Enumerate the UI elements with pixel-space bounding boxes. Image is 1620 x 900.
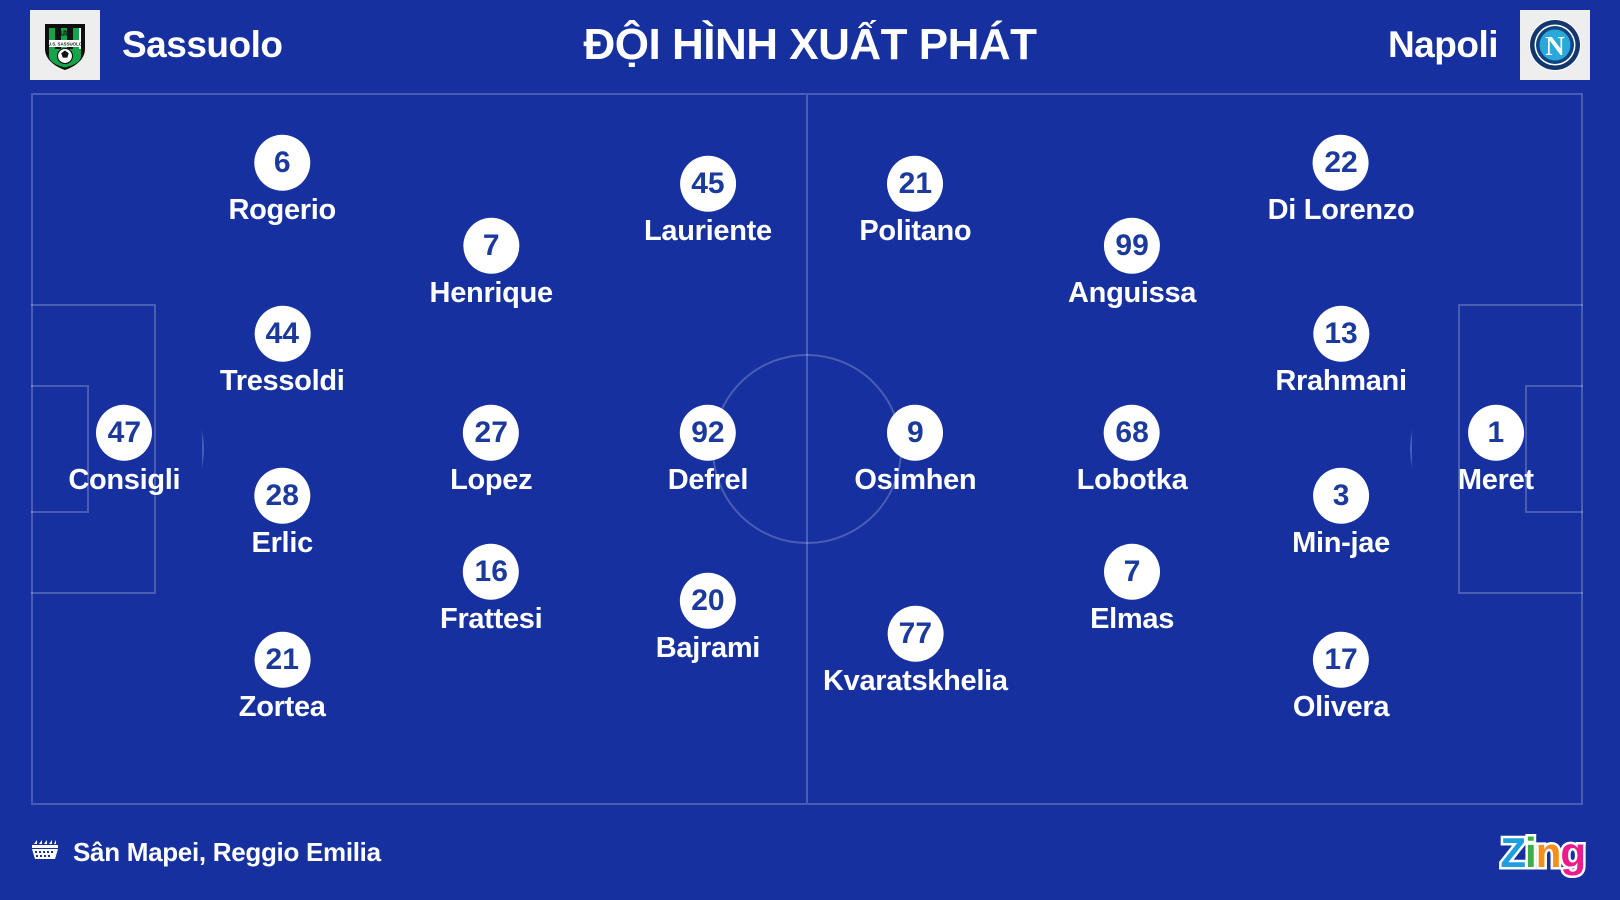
- player-number: 22: [1313, 134, 1370, 191]
- player-number: 45: [679, 155, 736, 212]
- player-name: Kvaratskhelia: [823, 664, 1008, 697]
- player-marker[interactable]: 7 Elmas: [1090, 543, 1175, 635]
- away-team-name: Napoli: [1387, 24, 1499, 65]
- sassuolo-crest-icon: U.S. SASSUOLO: [30, 10, 100, 80]
- svg-text:U.S. SASSUOLO: U.S. SASSUOLO: [48, 42, 83, 47]
- penalty-arc-left: [156, 389, 204, 509]
- goal-box-right: [1525, 385, 1583, 513]
- player-number: 47: [96, 405, 153, 462]
- player-name: Consigli: [68, 464, 181, 497]
- player-marker[interactable]: 1 Meret: [1457, 405, 1534, 497]
- player-marker[interactable]: 99 Anguissa: [1068, 217, 1197, 309]
- player-number: 92: [679, 405, 736, 462]
- zing-logo: Zing: [1498, 828, 1589, 876]
- zing-letter-n: n: [1533, 828, 1564, 876]
- player-marker[interactable]: 17 Olivera: [1292, 631, 1390, 723]
- player-name: Erlic: [251, 526, 314, 559]
- player-number: 44: [254, 305, 311, 362]
- penalty-arc-right: [1410, 389, 1458, 509]
- player-name: Tressoldi: [219, 364, 345, 397]
- player-number: 99: [1104, 217, 1161, 274]
- player-name: Rogerio: [228, 193, 336, 226]
- player-marker[interactable]: 92 Defrel: [667, 405, 749, 497]
- player-marker[interactable]: 47 Consigli: [68, 405, 181, 497]
- player-name: Lobotka: [1076, 464, 1188, 497]
- player-name: Lauriente: [644, 214, 772, 247]
- player-name: Osimhen: [854, 464, 977, 497]
- player-name: Meret: [1457, 464, 1534, 497]
- player-marker[interactable]: 3 Min-jae: [1292, 467, 1390, 559]
- player-number: 1: [1467, 405, 1524, 462]
- header-bar: U.S. SASSUOLO Sassuolo Napoli N ĐỘI HÌNH…: [0, 0, 1620, 90]
- player-marker[interactable]: 68 Lobotka: [1076, 405, 1188, 497]
- player-number: 13: [1313, 305, 1370, 362]
- player-number: 16: [463, 543, 520, 600]
- goal-box-left: [31, 385, 89, 513]
- player-name: Di Lorenzo: [1267, 193, 1415, 226]
- player-number: 9: [887, 405, 944, 462]
- player-name: Frattesi: [440, 602, 543, 635]
- player-name: Olivera: [1292, 690, 1390, 723]
- player-marker[interactable]: 77 Kvaratskhelia: [823, 605, 1008, 697]
- player-name: Henrique: [429, 276, 554, 309]
- player-name: Bajrami: [655, 631, 761, 664]
- player-number: 7: [1104, 543, 1161, 600]
- player-number: 17: [1313, 631, 1370, 688]
- player-marker[interactable]: 21 Zortea: [238, 631, 326, 723]
- penalty-box-right: [1458, 304, 1583, 594]
- player-name: Min-jae: [1292, 526, 1390, 559]
- player-marker[interactable]: 13 Rrahmani: [1275, 305, 1407, 397]
- zing-letter-g: g: [1558, 828, 1589, 876]
- napoli-crest-icon: N: [1520, 10, 1590, 80]
- player-marker[interactable]: 22 Di Lorenzo: [1267, 134, 1415, 226]
- player-name: Defrel: [667, 464, 749, 497]
- venue-info: Sân Mapei, Reggio Emilia: [30, 837, 381, 868]
- home-team-name: Sassuolo: [122, 24, 283, 65]
- player-marker[interactable]: 9 Osimhen: [854, 405, 977, 497]
- svg-text:N: N: [1545, 31, 1565, 61]
- zing-letter-z: Z: [1498, 828, 1529, 876]
- player-number: 21: [887, 155, 944, 212]
- player-marker[interactable]: 7 Henrique: [429, 217, 554, 309]
- player-name: Politano: [859, 214, 972, 247]
- player-number: 27: [463, 405, 520, 462]
- player-number: 21: [254, 631, 311, 688]
- player-name: Anguissa: [1068, 276, 1197, 309]
- player-marker[interactable]: 20 Bajrami: [655, 572, 761, 664]
- player-number: 77: [887, 605, 944, 662]
- player-number: 20: [679, 572, 736, 629]
- footer-bar: Sân Mapei, Reggio Emilia Zing: [0, 805, 1620, 900]
- player-marker[interactable]: 28 Erlic: [251, 467, 314, 559]
- penalty-box-left: [31, 304, 156, 594]
- player-marker[interactable]: 6 Rogerio: [228, 134, 336, 226]
- player-number: 68: [1104, 405, 1161, 462]
- venue-label: Sân Mapei, Reggio Emilia: [73, 837, 381, 867]
- player-number: 7: [463, 217, 520, 274]
- player-number: 3: [1313, 467, 1370, 524]
- player-name: Zortea: [238, 690, 326, 723]
- player-name: Lopez: [450, 464, 533, 497]
- player-marker[interactable]: 45 Lauriente: [644, 155, 772, 247]
- pitch: 47 Consigli 6 Rogerio 44 Tressoldi 28 Erlic 21 Zo…: [31, 93, 1583, 805]
- player-marker[interactable]: 44 Tressoldi: [219, 305, 345, 397]
- player-marker[interactable]: 16 Frattesi: [440, 543, 543, 635]
- player-number: 6: [254, 134, 311, 191]
- zing-letter-i: i: [1523, 828, 1539, 876]
- player-number: 28: [254, 467, 311, 524]
- player-marker[interactable]: 27 Lopez: [450, 405, 533, 497]
- player-name: Rrahmani: [1275, 364, 1407, 397]
- player-name: Elmas: [1090, 602, 1175, 635]
- player-marker[interactable]: 21 Politano: [859, 155, 972, 247]
- stadium-icon: [30, 837, 60, 868]
